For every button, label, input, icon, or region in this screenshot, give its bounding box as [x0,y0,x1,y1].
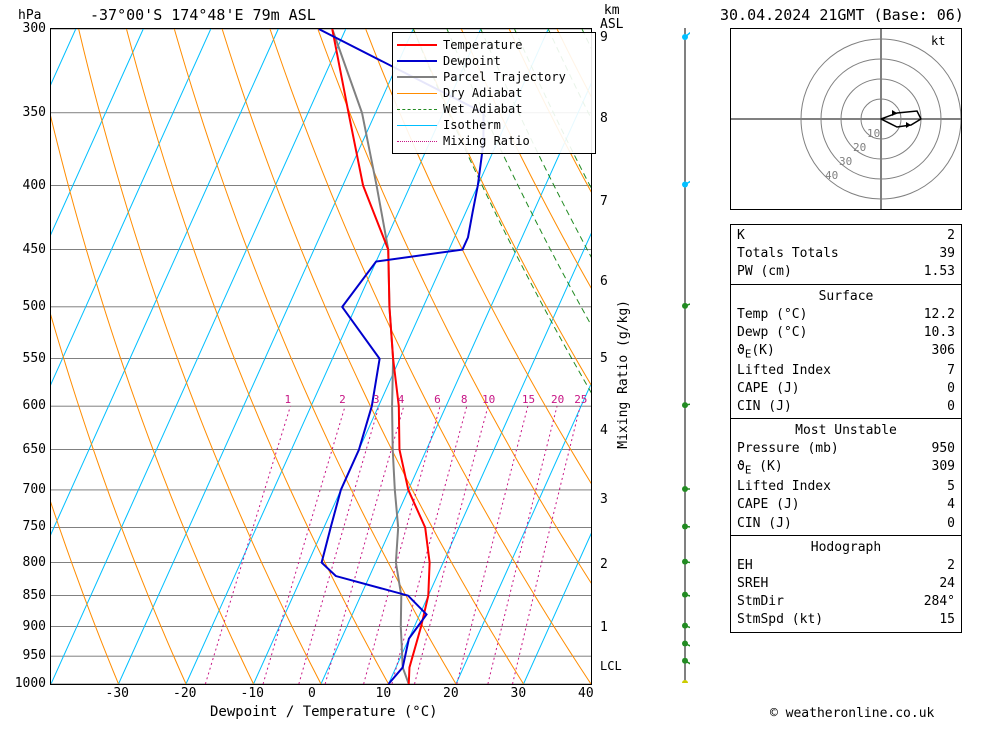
pressure-tick: 750 [14,519,46,534]
sounding-diagram: hPa kmASL -37°00'S 174°48'E 79m ASL 30.0… [0,0,1000,733]
temp-tick: 20 [443,686,459,701]
svg-text:20: 20 [853,141,866,154]
hodograph-svg: 10203040 kt [731,29,961,209]
legend-item: Dry Adiabat [397,85,591,101]
wind-barb-column [630,28,690,683]
stats-panel: K2Totals Totals39PW (cm)1.53 SurfaceTemp … [730,224,962,633]
x-axis-label: Dewpoint / Temperature (°C) [210,704,438,720]
mixing-ratio-axis-label: Mixing Ratio (g/kg) [616,300,631,449]
legend-item: Mixing Ratio [397,133,591,149]
legend-item: Dewpoint [397,53,591,69]
temp-tick: 30 [511,686,527,701]
pressure-tick: 600 [14,398,46,413]
stats-row: K2 [737,227,955,245]
stats-row: CIN (J)0 [737,398,955,416]
mixing-ratio-value: 15 [522,393,535,406]
stats-row: Pressure (mb)950 [737,440,955,458]
stats-header: Most Unstable [737,421,955,440]
mixing-ratio-value: 3 [373,393,380,406]
copyright-text: © weatheronline.co.uk [770,706,934,721]
altitude-tick: 9 [600,30,608,45]
stats-row: ϑE(K)306 [737,342,955,362]
altitude-tick: 7 [600,194,608,209]
altitude-tick: 3 [600,492,608,507]
temp-tick: 10 [376,686,392,701]
mixing-ratio-value: 1 [284,393,291,406]
stats-row: CAPE (J)4 [737,496,955,514]
temp-tick: -10 [241,686,264,701]
datetime-title: 30.04.2024 21GMT (Base: 06) [720,6,964,24]
stats-row: CAPE (J)0 [737,380,955,398]
svg-text:kt: kt [931,34,945,48]
legend-item: Parcel Trajectory [397,69,591,85]
location-title: -37°00'S 174°48'E 79m ASL [90,6,316,24]
stats-row: Lifted Index5 [737,478,955,496]
legend-item: Wet Adiabat [397,101,591,117]
temp-tick: -30 [106,686,129,701]
pressure-tick: 950 [14,648,46,663]
stats-header: Surface [737,287,955,306]
pressure-tick: 350 [14,105,46,120]
altitude-tick: 8 [600,111,608,126]
hodograph-chart: 10203040 kt [730,28,962,210]
windbarb-svg [630,28,690,683]
pressure-tick: 400 [14,178,46,193]
altitude-tick: 1 [600,620,608,635]
mixing-ratio-value: 20 [551,393,564,406]
stats-row: Totals Totals39 [737,245,955,263]
legend-box: TemperatureDewpointParcel TrajectoryDry … [392,32,596,154]
stats-row: ϑE (K)309 [737,458,955,478]
stats-row: StmDir284° [737,593,955,611]
stats-row: Temp (°C)12.2 [737,306,955,324]
temp-tick: 40 [578,686,594,701]
mixing-ratio-value: 10 [482,393,495,406]
mixing-ratio-value: 8 [461,393,468,406]
pressure-tick: 900 [14,619,46,634]
temp-tick: -20 [173,686,196,701]
svg-text:40: 40 [825,169,838,182]
mixing-ratio-value: 6 [434,393,441,406]
stats-row: EH2 [737,557,955,575]
pressure-tick: 550 [14,351,46,366]
pressure-tick: 650 [14,442,46,457]
pressure-tick: 850 [14,588,46,603]
altitude-tick: 2 [600,557,608,572]
altitude-tick: 6 [600,274,608,289]
svg-text:30: 30 [839,155,852,168]
pressure-tick: 300 [14,21,46,36]
altitude-tick: 5 [600,351,608,366]
pressure-tick: 450 [14,242,46,257]
stats-row: Lifted Index7 [737,362,955,380]
mixing-ratio-value: 4 [398,393,405,406]
temp-tick: 0 [308,686,316,701]
stats-row: StmSpd (kt)15 [737,611,955,629]
stats-row: SREH24 [737,575,955,593]
pressure-tick: 800 [14,555,46,570]
mixing-ratio-value: 2 [339,393,346,406]
pressure-tick: 1000 [14,676,46,691]
stats-header: Hodograph [737,538,955,557]
altitude-tick: 4 [600,423,608,438]
stats-row: PW (cm)1.53 [737,263,955,281]
pressure-tick: 700 [14,482,46,497]
legend-item: Temperature [397,37,591,53]
stats-row: CIN (J)0 [737,515,955,533]
stats-row: Dewp (°C)10.3 [737,324,955,342]
mixing-ratio-value: 25 [574,393,587,406]
km-asl-label: kmASL [600,4,623,33]
svg-text:10: 10 [867,127,880,140]
lcl-label: LCL [600,659,622,673]
pressure-tick: 500 [14,299,46,314]
legend-item: Isotherm [397,117,591,133]
